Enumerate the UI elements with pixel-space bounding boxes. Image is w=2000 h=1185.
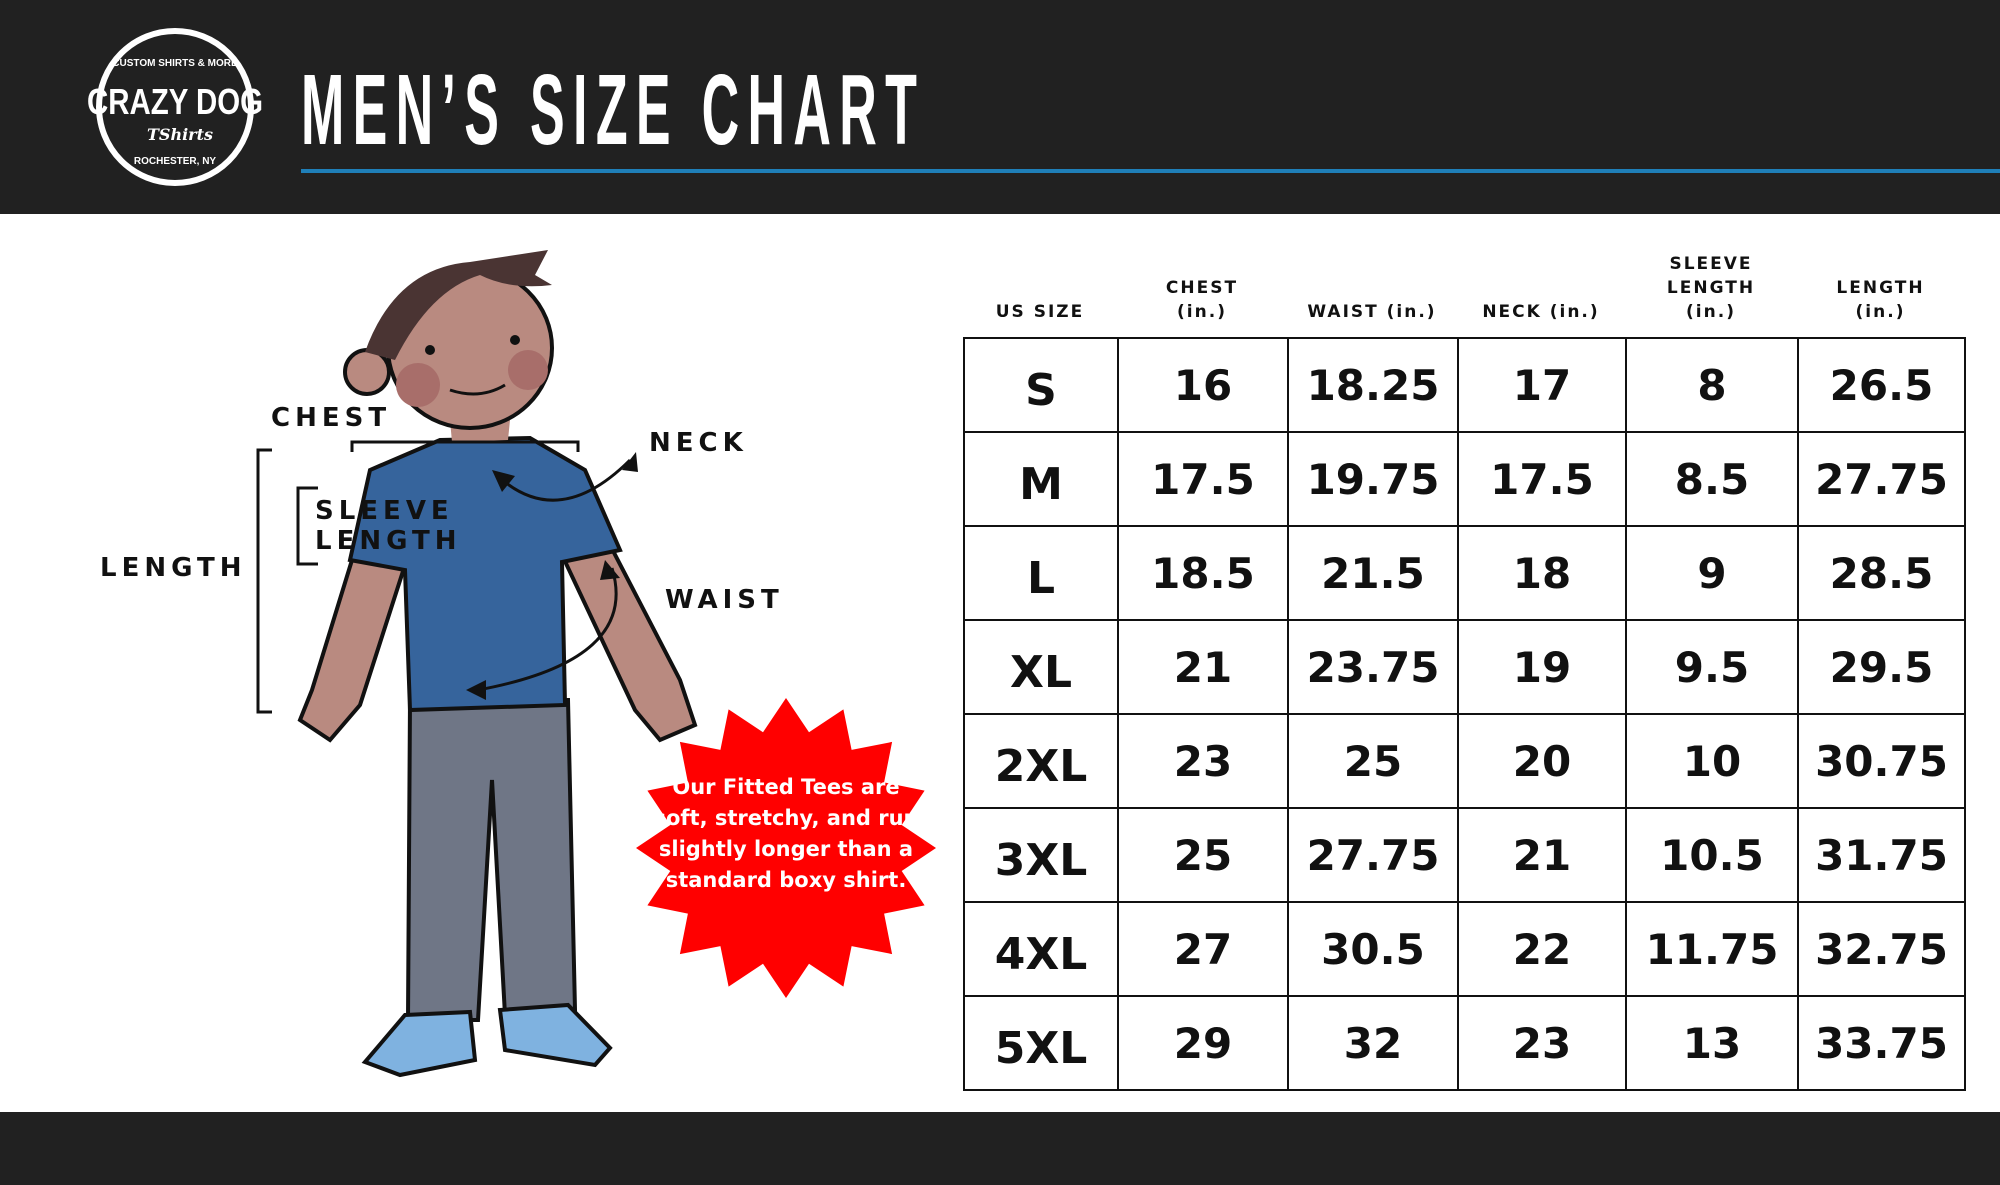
table-row: 2XL 23 25 20 10 30.75 [963, 713, 1966, 809]
measurement-cell: 29.5 [1797, 619, 1966, 715]
size-cell: 2XL [963, 713, 1119, 809]
measurement-cell: 13 [1625, 995, 1799, 1091]
column-header: WAIST (in.) [1307, 302, 1437, 322]
footer-bar [0, 1112, 2000, 1185]
label-sleeve-length: SLEEVE LENGTH [315, 496, 462, 556]
measurement-cell: 17 [1457, 337, 1627, 433]
measurement-cell: 21 [1457, 807, 1627, 903]
measurement-cell: 20 [1457, 713, 1627, 809]
measurement-cell: 30.5 [1287, 901, 1459, 997]
size-cell: XL [963, 619, 1119, 715]
fitted-tees-note: Our Fitted Tees are soft, stretchy, and … [653, 775, 919, 892]
measurement-cell: 10 [1625, 713, 1799, 809]
measurement-cell: 27.75 [1287, 807, 1459, 903]
label-neck: NECK [649, 428, 748, 458]
title-underline [301, 169, 2000, 173]
table-row: S 16 18.25 17 8 26.5 [963, 337, 1966, 433]
measurement-cell: 23 [1457, 995, 1627, 1091]
table-row: XL 21 23.75 19 9.5 29.5 [963, 619, 1966, 715]
column-header: US SIZE [995, 302, 1085, 322]
table-row: M 17.5 19.75 17.5 8.5 27.75 [963, 431, 1966, 527]
measurement-cell: 18 [1457, 525, 1627, 621]
fitted-tees-starburst [636, 698, 936, 998]
label-waist: WAIST [665, 585, 784, 615]
measurement-cell: 27.75 [1797, 431, 1966, 527]
size-cell: M [963, 431, 1119, 527]
table-row: L 18.5 21.5 18 9 28.5 [963, 525, 1966, 621]
logo-tagline: CUSTOM SHIRTS & MORE [112, 58, 238, 69]
column-header: CHEST (in.) [1165, 278, 1239, 322]
size-cell: 5XL [963, 995, 1119, 1091]
measurement-cell: 25 [1117, 807, 1289, 903]
measurement-cell: 19.75 [1287, 431, 1459, 527]
measurement-cell: 9 [1625, 525, 1799, 621]
measurement-cell: 28.5 [1797, 525, 1966, 621]
measurement-cell: 18.5 [1117, 525, 1289, 621]
column-header: SLEEVE LENGTH (in.) [1666, 254, 1756, 322]
size-cell: 4XL [963, 901, 1119, 997]
measurement-cell: 22 [1457, 901, 1627, 997]
header-bar [0, 0, 2000, 214]
measurement-cell: 27 [1117, 901, 1289, 997]
size-cell: L [963, 525, 1119, 621]
measurement-cell: 33.75 [1797, 995, 1966, 1091]
measurement-cell: 21 [1117, 619, 1289, 715]
crazy-dog-logo: CUSTOM SHIRTS & MORE CRAZY DOG TShirts R… [87, 28, 263, 186]
logo-location: ROCHESTER, NY [134, 156, 217, 167]
table-row: 4XL 27 30.5 22 11.75 32.75 [963, 901, 1966, 997]
measurement-cell: 26.5 [1797, 337, 1966, 433]
measurement-cell: 8 [1625, 337, 1799, 433]
label-chest: CHEST [271, 403, 392, 433]
measurement-cell: 23 [1117, 713, 1289, 809]
page-title: MEN’S SIZE CHART [301, 54, 926, 166]
size-table: S 16 18.25 17 8 26.5 M 17.5 19.75 17.5 8.5 27.75 L 18… [963, 337, 1966, 1091]
measurement-cell: 18.25 [1287, 337, 1459, 433]
measurement-cell: 29 [1117, 995, 1289, 1091]
measurement-cell: 31.75 [1797, 807, 1966, 903]
measurement-cell: 25 [1287, 713, 1459, 809]
measurement-cell: 16 [1117, 337, 1289, 433]
measurement-cell: 19 [1457, 619, 1627, 715]
table-row: 3XL 25 27.75 21 10.5 31.75 [963, 807, 1966, 903]
size-cell: S [963, 337, 1119, 433]
logo-brand: CRAZY DOG [87, 81, 263, 122]
column-header: NECK (in.) [1482, 302, 1600, 322]
measurement-cell: 30.75 [1797, 713, 1966, 809]
measurement-cell: 11.75 [1625, 901, 1799, 997]
measurement-cell: 21.5 [1287, 525, 1459, 621]
measurement-cell: 9.5 [1625, 619, 1799, 715]
size-cell: 3XL [963, 807, 1119, 903]
logo-sub: TShirts [147, 125, 213, 144]
measurement-cell: 10.5 [1625, 807, 1799, 903]
measurement-cell: 17.5 [1457, 431, 1627, 527]
table-row: 5XL 29 32 23 13 33.75 [963, 995, 1966, 1091]
column-header: LENGTH (in.) [1836, 278, 1925, 322]
measurement-cell: 8.5 [1625, 431, 1799, 527]
measurement-cell: 17.5 [1117, 431, 1289, 527]
measurement-cell: 23.75 [1287, 619, 1459, 715]
measurement-cell: 32.75 [1797, 901, 1966, 997]
measurement-cell: 32 [1287, 995, 1459, 1091]
label-length: LENGTH [100, 553, 247, 583]
